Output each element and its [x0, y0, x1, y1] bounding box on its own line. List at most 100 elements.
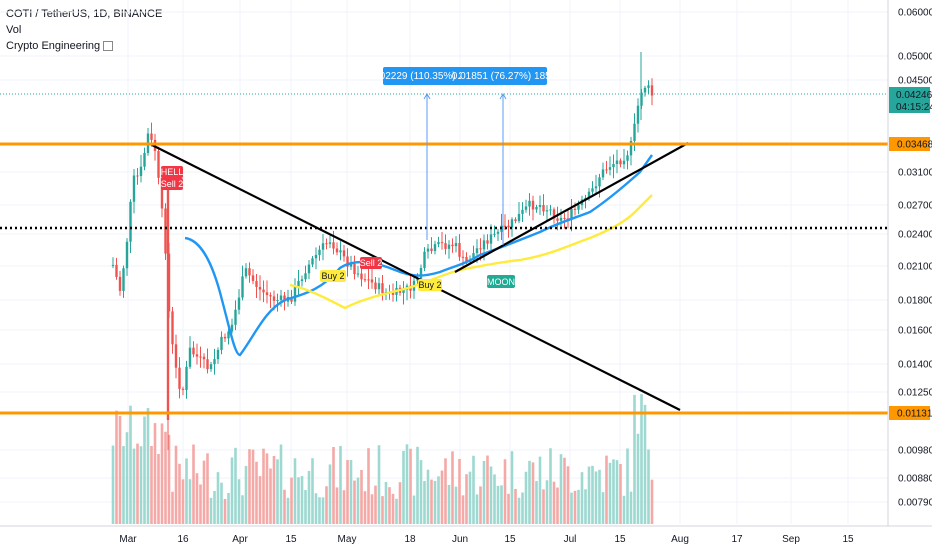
volume-bar [206, 453, 209, 524]
volume-label[interactable]: Vol [6, 24, 22, 36]
candles [111, 52, 654, 450]
signal-badge-sell[interactable] [360, 257, 382, 269]
volume-bar [251, 449, 255, 524]
candle-body [195, 354, 199, 357]
signal-badge-buy[interactable] [320, 270, 346, 282]
candle-body [465, 257, 468, 262]
candle-body [115, 264, 118, 277]
candle-body [258, 286, 262, 290]
volume-bar [143, 416, 146, 524]
volume-bar [265, 453, 269, 524]
candle-body [444, 243, 447, 249]
volume-bar [598, 469, 601, 524]
candle-body [216, 349, 220, 360]
price-axis[interactable]: 0.06000 0.05000 0.04500 0.03100 0.02700 0.024… [887, 0, 932, 526]
candle-body [237, 297, 241, 310]
volume-bar [335, 487, 339, 524]
volume-bar [615, 460, 619, 524]
volume-bar [629, 491, 633, 524]
time-axis[interactable]: Mar 16 Apr 15 May 18 Jun 15 Jul 15 Aug 17 Sep 15 [0, 525, 932, 545]
volume-bar [440, 470, 444, 524]
candle-body [136, 175, 139, 177]
candle-body [332, 242, 335, 249]
volume-bar [367, 448, 370, 524]
candle-body [479, 248, 482, 250]
volume-bar [416, 446, 419, 524]
candle-body [423, 251, 426, 268]
volume-bar [115, 410, 118, 524]
volume-bar [314, 493, 318, 524]
price-tick-label: 0.04500 [898, 76, 932, 87]
candle-body [577, 205, 580, 210]
candle-body [111, 264, 115, 266]
volume-bars [111, 394, 654, 524]
volume-bar [475, 494, 479, 524]
candle-body [297, 281, 300, 287]
volume-bar [514, 488, 517, 524]
candle-body [591, 188, 594, 192]
volume-bar [360, 470, 363, 524]
candle-body [482, 240, 486, 250]
volume-bar [192, 444, 195, 524]
volume-bar [542, 489, 545, 524]
candle-body [356, 273, 360, 275]
volume-bar [482, 461, 486, 524]
volume-bar [633, 394, 636, 524]
volume-bar [384, 482, 388, 524]
indicator-legend[interactable]: Crypto Engineering [6, 38, 162, 54]
candle-body [612, 164, 615, 168]
candle-body [122, 268, 125, 291]
volume-bar [363, 491, 367, 524]
candle-body [489, 234, 493, 244]
volume-bar [297, 477, 300, 524]
candle-body [374, 282, 377, 290]
candle-body [328, 242, 332, 244]
candle-body [549, 209, 552, 211]
candle-body [157, 151, 160, 178]
time-tick-label: Mar [119, 534, 137, 545]
volume-bar [538, 456, 542, 524]
time-tick-label: Apr [232, 534, 248, 545]
candle-body [650, 85, 654, 96]
signal-badge-sell[interactable] [161, 166, 183, 178]
volume-bar [223, 498, 227, 524]
signal-badge-buy[interactable] [418, 279, 442, 291]
signal-label: MOON [487, 277, 515, 287]
candle-body [615, 160, 619, 165]
candle-body [601, 169, 605, 178]
candle-body [486, 240, 489, 244]
volume-bar [437, 476, 440, 524]
signal-badge-sell[interactable] [161, 178, 183, 190]
volume-bar [125, 432, 129, 524]
candle-body [300, 279, 304, 282]
volume-bar [370, 494, 374, 524]
candle-body [307, 264, 311, 274]
candle-body [510, 219, 514, 228]
measure-label-box[interactable] [461, 67, 547, 85]
volume-bar [423, 481, 426, 524]
volume-bar [489, 466, 493, 524]
signal-label: Buy 2 [418, 280, 441, 290]
symbol-title[interactable]: COTI / TetherUS, 1D, BINANCE [6, 8, 163, 20]
candle-body [587, 191, 591, 198]
volume-bar [325, 486, 328, 524]
volume-bar [468, 471, 472, 524]
volume-bar [195, 473, 199, 524]
signal-badge-buy[interactable] [487, 275, 515, 288]
settings-icon[interactable] [103, 41, 114, 52]
measure-label-box[interactable] [383, 67, 469, 85]
volume-bar [388, 487, 391, 524]
volume-bar [577, 489, 580, 524]
volume-bar [129, 405, 132, 524]
volume-bar [136, 443, 139, 524]
candle-body [416, 278, 419, 281]
volume-bar [118, 416, 122, 524]
candle-body [132, 175, 136, 202]
volume-bar [447, 484, 451, 524]
volume-bar [465, 474, 468, 524]
volume-bar [559, 454, 563, 524]
volume-bar [122, 446, 125, 524]
candle-body [251, 275, 255, 281]
candle-body [629, 140, 633, 156]
